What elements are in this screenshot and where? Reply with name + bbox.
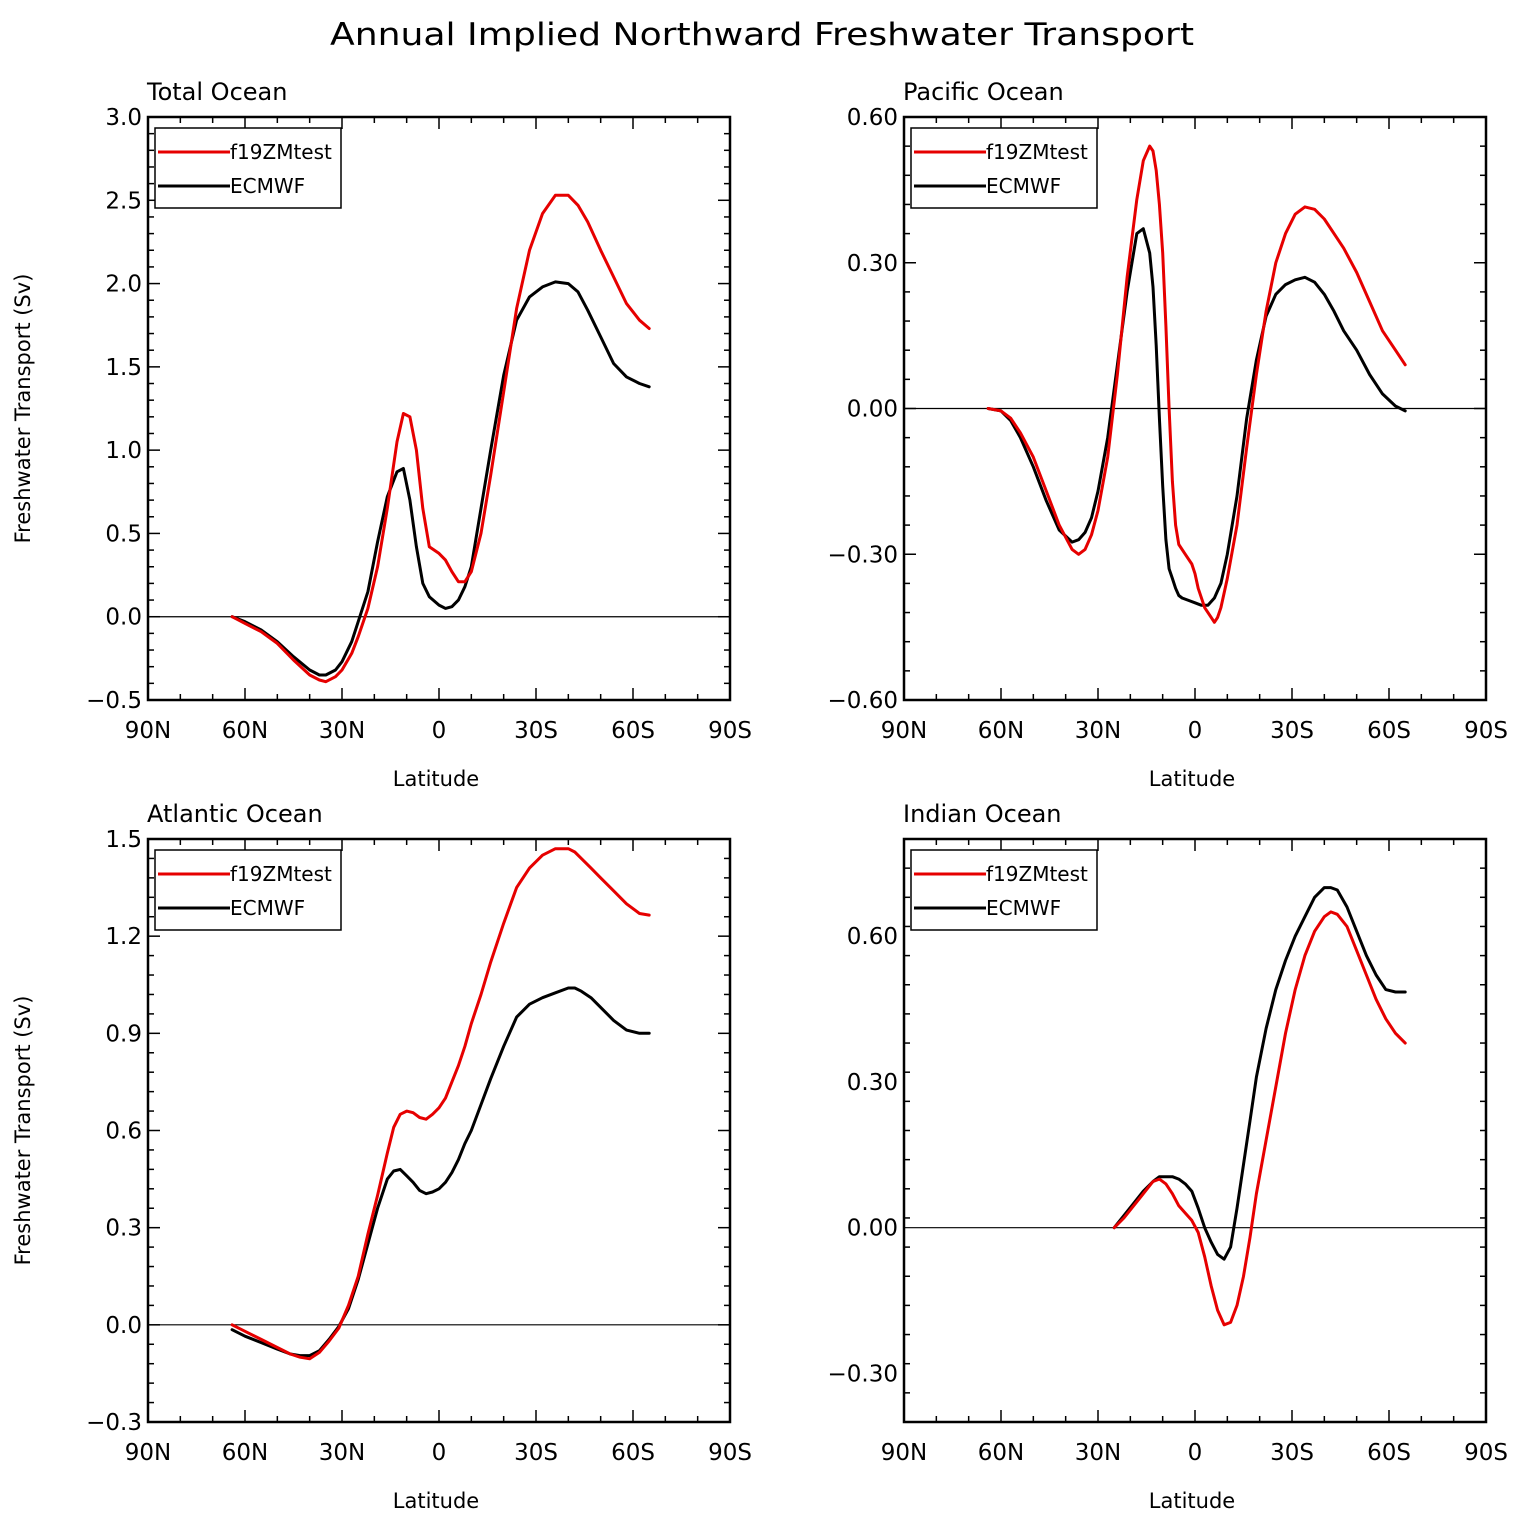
- x-tick-label: 30S: [514, 718, 558, 744]
- legend-label: ECMWF: [986, 896, 1061, 920]
- figure-title: Annual Implied Northward Freshwater Tran…: [330, 17, 1194, 53]
- y-tick-label: 2.5: [105, 188, 142, 214]
- x-tick-label: 60N: [978, 718, 1024, 744]
- x-axis-label: Latitude: [393, 1489, 479, 1513]
- x-tick-label: 60S: [611, 1440, 655, 1466]
- legend-label: ECMWF: [230, 896, 305, 920]
- y-tick-label: 1.0: [105, 438, 142, 464]
- y-tick-label: 1.5: [105, 827, 142, 853]
- y-tick-label: −0.5: [86, 688, 142, 714]
- legend: f19ZMtest ECMWF: [154, 127, 342, 209]
- x-tick-label: 60S: [1367, 718, 1411, 744]
- legend-label: f19ZMtest: [230, 862, 332, 886]
- x-tick-label: 60S: [1367, 1440, 1411, 1466]
- x-tick-label: 90S: [708, 1440, 752, 1466]
- x-tick-label: 90S: [1464, 1440, 1508, 1466]
- legend-box: [154, 849, 342, 931]
- x-tick-label: 90N: [881, 718, 927, 744]
- legend-label: f19ZMtest: [230, 140, 332, 164]
- y-tick-label: −0.30: [828, 1361, 898, 1387]
- x-tick-label: 90N: [125, 1440, 171, 1466]
- x-tick-label: 90N: [881, 1440, 927, 1466]
- x-tick-label: 0: [1188, 1440, 1203, 1466]
- x-tick-label: 30N: [319, 1440, 365, 1466]
- x-tick-label: 30N: [1075, 1440, 1121, 1466]
- y-tick-label: −0.3: [86, 1410, 142, 1436]
- y-tick-label: 0.0: [105, 1313, 142, 1339]
- y-tick-label: 1.5: [105, 355, 142, 381]
- legend-box: [910, 849, 1098, 931]
- x-tick-label: 90S: [1464, 718, 1508, 744]
- series-line-ECMWF: [230, 986, 651, 1358]
- y-tick-label: 0.30: [847, 251, 898, 277]
- legend-box: [154, 127, 342, 209]
- panel-2: 90N 60N 30N 0 30S 60S 90S −0.3 0.0 0.3 0.6 0.9 1.2 1.…: [11, 800, 752, 1513]
- legend-label: ECMWF: [230, 174, 305, 198]
- panel-title: Indian Ocean: [903, 800, 1062, 828]
- x-tick-label: 30N: [1075, 718, 1121, 744]
- x-axis-label: Latitude: [393, 767, 479, 791]
- y-tick-label: 2.0: [105, 272, 142, 298]
- y-tick-label: 1.2: [105, 924, 142, 950]
- x-tick-label: 90N: [125, 718, 171, 744]
- panel-3: 90N 60N 30N 0 30S 60S 90S −0.30 0.00 0.30 0.60 Indi…: [828, 800, 1508, 1513]
- x-tick-label: 60N: [222, 718, 268, 744]
- legend: f19ZMtest ECMWF: [910, 127, 1098, 209]
- y-tick-label: 0.9: [105, 1021, 142, 1047]
- x-axis-label: Latitude: [1149, 1489, 1235, 1513]
- series-line-f19ZMtest: [230, 193, 651, 684]
- series-line-ECMWF: [230, 280, 651, 677]
- y-tick-label: 0.60: [847, 105, 898, 131]
- y-tick-label: 0.30: [847, 1070, 898, 1096]
- x-tick-label: 60N: [978, 1440, 1024, 1466]
- x-tick-label: 0: [1188, 718, 1203, 744]
- series-line-ECMWF: [1112, 886, 1407, 1261]
- x-tick-label: 30S: [514, 1440, 558, 1466]
- legend: f19ZMtest ECMWF: [910, 849, 1098, 931]
- legend: f19ZMtest ECMWF: [154, 849, 342, 931]
- series-line-f19ZMtest: [986, 144, 1407, 624]
- series-line-f19ZMtest: [1112, 910, 1407, 1327]
- legend-label: ECMWF: [986, 174, 1061, 198]
- y-axis-label: Freshwater Transport (Sv): [11, 996, 35, 1266]
- x-tick-label: 0: [432, 1440, 447, 1466]
- x-tick-label: 0: [432, 718, 447, 744]
- y-tick-label: 3.0: [105, 105, 142, 131]
- y-tick-label: 0.00: [847, 1216, 898, 1242]
- y-tick-label: 0.3: [105, 1216, 142, 1242]
- y-tick-label: 0.00: [847, 397, 898, 423]
- panel-0: 90N 60N 30N 0 30S 60S 90S −0.5 0.0 0.5 1.0 1.5 2.0 2.…: [11, 78, 752, 791]
- y-axis-label: Freshwater Transport (Sv): [11, 274, 35, 544]
- panel-title: Pacific Ocean: [903, 78, 1064, 106]
- y-tick-label: −0.30: [828, 542, 898, 568]
- y-tick-label: 0.5: [105, 521, 142, 547]
- x-tick-label: 60N: [222, 1440, 268, 1466]
- y-tick-label: −0.60: [828, 688, 898, 714]
- y-tick-label: 0.0: [105, 605, 142, 631]
- y-tick-label: 0.60: [847, 924, 898, 950]
- x-tick-label: 30S: [1270, 1440, 1314, 1466]
- series-line-f19ZMtest: [230, 847, 651, 1361]
- x-tick-label: 30S: [1270, 718, 1314, 744]
- y-tick-label: 0.6: [105, 1119, 142, 1145]
- legend-label: f19ZMtest: [986, 862, 1088, 886]
- panel-1: 90N 60N 30N 0 30S 60S 90S −0.60 −0.30 0.00 0.30 0.6…: [828, 78, 1508, 791]
- panel-title: Total Ocean: [146, 78, 287, 106]
- x-tick-label: 30N: [319, 718, 365, 744]
- panel-title: Atlantic Ocean: [147, 800, 323, 828]
- series-line-ECMWF: [986, 227, 1407, 607]
- legend-label: f19ZMtest: [986, 140, 1088, 164]
- x-axis-label: Latitude: [1149, 767, 1235, 791]
- x-tick-label: 90S: [708, 718, 752, 744]
- legend-box: [910, 127, 1098, 209]
- x-tick-label: 60S: [611, 718, 655, 744]
